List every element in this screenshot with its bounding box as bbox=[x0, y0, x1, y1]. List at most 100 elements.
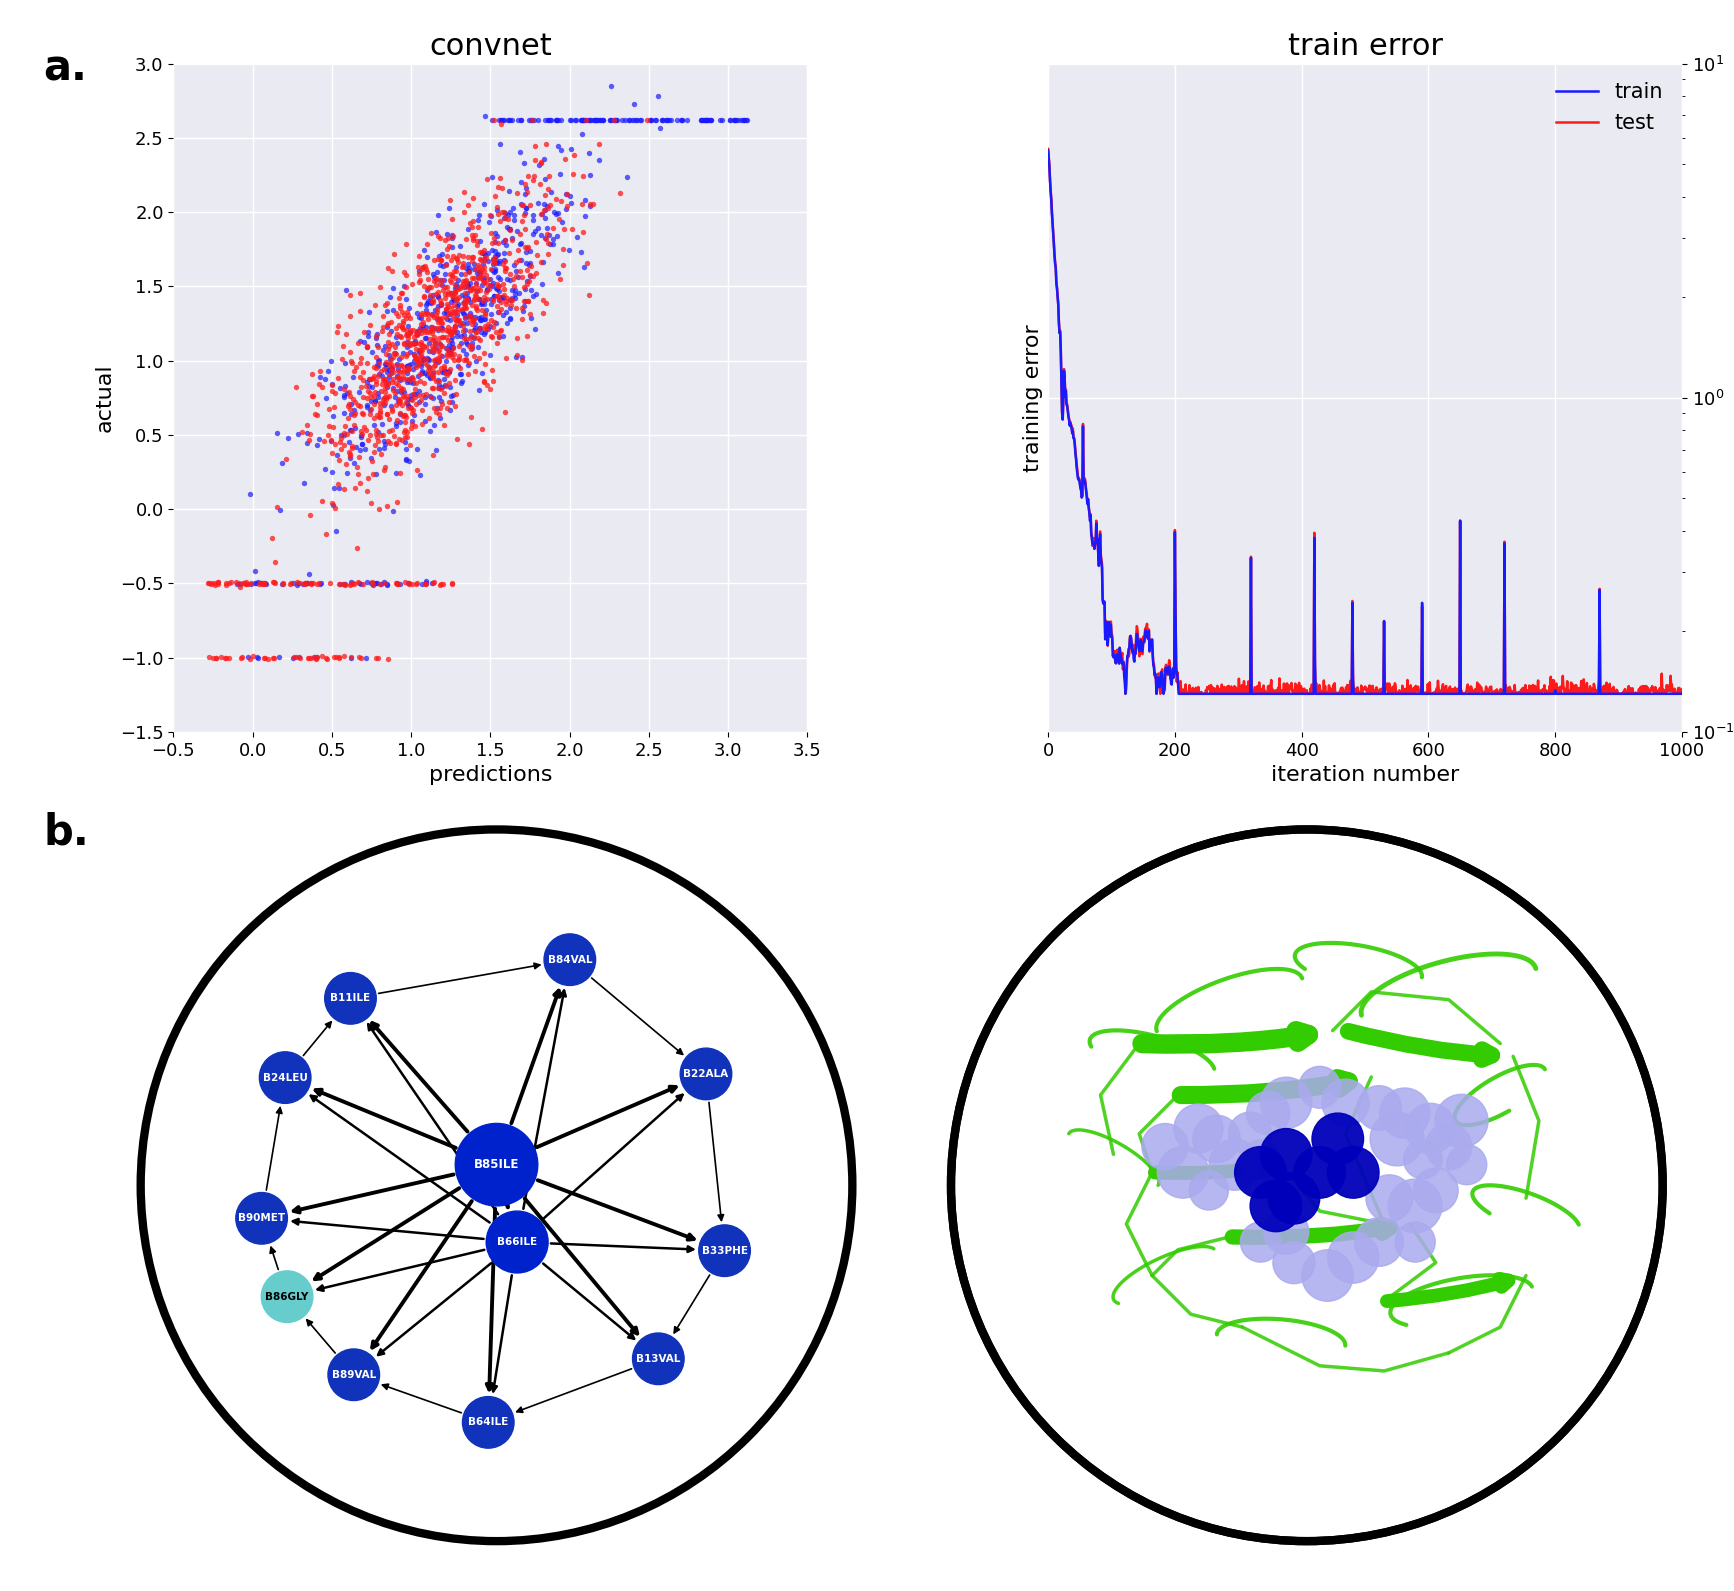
Point bbox=[439, 286, 466, 312]
Point bbox=[472, 247, 499, 272]
Point bbox=[494, 107, 522, 132]
train bbox=[1037, 142, 1058, 161]
Point bbox=[212, 646, 239, 671]
Point bbox=[579, 107, 607, 132]
Point bbox=[284, 422, 312, 447]
Point bbox=[390, 404, 418, 430]
Point bbox=[323, 644, 350, 670]
Point bbox=[394, 353, 421, 379]
Point bbox=[364, 403, 392, 428]
Point bbox=[555, 237, 583, 263]
Point bbox=[373, 401, 401, 426]
Point bbox=[409, 255, 437, 280]
Point bbox=[486, 107, 513, 132]
Point bbox=[454, 352, 482, 377]
Point bbox=[472, 352, 499, 377]
Point bbox=[596, 107, 624, 132]
Point bbox=[432, 296, 460, 321]
Point bbox=[293, 570, 321, 595]
Point bbox=[335, 406, 362, 431]
Point bbox=[342, 415, 369, 441]
Point bbox=[243, 570, 271, 595]
Point bbox=[375, 255, 402, 280]
Point bbox=[418, 337, 446, 363]
Point bbox=[420, 412, 447, 438]
Point bbox=[551, 146, 579, 172]
Point bbox=[513, 178, 541, 204]
Point bbox=[371, 385, 399, 410]
Point bbox=[394, 299, 421, 325]
Point bbox=[439, 234, 466, 259]
Point bbox=[451, 283, 479, 309]
Point bbox=[466, 278, 494, 304]
Point bbox=[397, 270, 425, 296]
Point bbox=[548, 235, 576, 261]
Point bbox=[371, 366, 399, 391]
Point bbox=[494, 107, 522, 132]
Point bbox=[437, 294, 465, 320]
Point bbox=[529, 191, 557, 216]
Point bbox=[501, 202, 529, 228]
Point bbox=[463, 298, 491, 323]
Point bbox=[409, 382, 437, 407]
Point bbox=[496, 199, 524, 224]
Point bbox=[460, 288, 487, 313]
Point bbox=[569, 191, 596, 216]
Point bbox=[381, 570, 409, 595]
Point bbox=[434, 235, 461, 261]
Point bbox=[416, 317, 444, 342]
Point bbox=[387, 352, 414, 377]
Point bbox=[531, 107, 558, 132]
Point bbox=[465, 255, 492, 280]
Text: B24LEU: B24LEU bbox=[264, 1072, 307, 1082]
Point bbox=[366, 436, 394, 461]
Point bbox=[529, 272, 557, 298]
Point bbox=[406, 461, 434, 487]
Point bbox=[387, 293, 414, 318]
Point bbox=[329, 571, 357, 597]
Point bbox=[687, 107, 714, 132]
Point bbox=[453, 304, 480, 329]
Point bbox=[449, 272, 477, 298]
Point bbox=[442, 368, 470, 393]
Point bbox=[420, 325, 447, 350]
Point bbox=[355, 422, 383, 447]
Point bbox=[213, 570, 241, 595]
Point bbox=[434, 344, 461, 369]
Circle shape bbox=[1268, 1173, 1320, 1223]
Point bbox=[427, 388, 454, 414]
Point bbox=[402, 382, 430, 407]
Point bbox=[416, 290, 444, 315]
Point bbox=[434, 360, 461, 385]
Point bbox=[623, 107, 650, 132]
Point bbox=[440, 318, 468, 344]
Point bbox=[387, 401, 414, 426]
Point bbox=[440, 299, 468, 325]
Point bbox=[453, 347, 480, 372]
Point bbox=[517, 305, 544, 331]
Point bbox=[407, 387, 435, 412]
Point bbox=[529, 286, 557, 312]
Point bbox=[484, 231, 512, 256]
Point bbox=[387, 375, 414, 401]
Point bbox=[385, 387, 413, 412]
Circle shape bbox=[1209, 1139, 1261, 1190]
Point bbox=[361, 433, 388, 458]
Point bbox=[475, 342, 503, 368]
Point bbox=[435, 360, 463, 385]
Point bbox=[442, 258, 470, 283]
Point bbox=[470, 369, 498, 395]
Point bbox=[668, 107, 695, 132]
Point bbox=[361, 571, 388, 597]
Point bbox=[411, 350, 439, 375]
Point bbox=[323, 519, 350, 544]
Point bbox=[357, 388, 385, 414]
Point bbox=[414, 331, 442, 356]
Point bbox=[513, 323, 541, 348]
Point bbox=[484, 197, 512, 223]
Point bbox=[583, 107, 610, 132]
Point bbox=[446, 275, 473, 301]
Point bbox=[496, 107, 524, 132]
Point bbox=[465, 286, 492, 312]
Point bbox=[430, 267, 458, 293]
